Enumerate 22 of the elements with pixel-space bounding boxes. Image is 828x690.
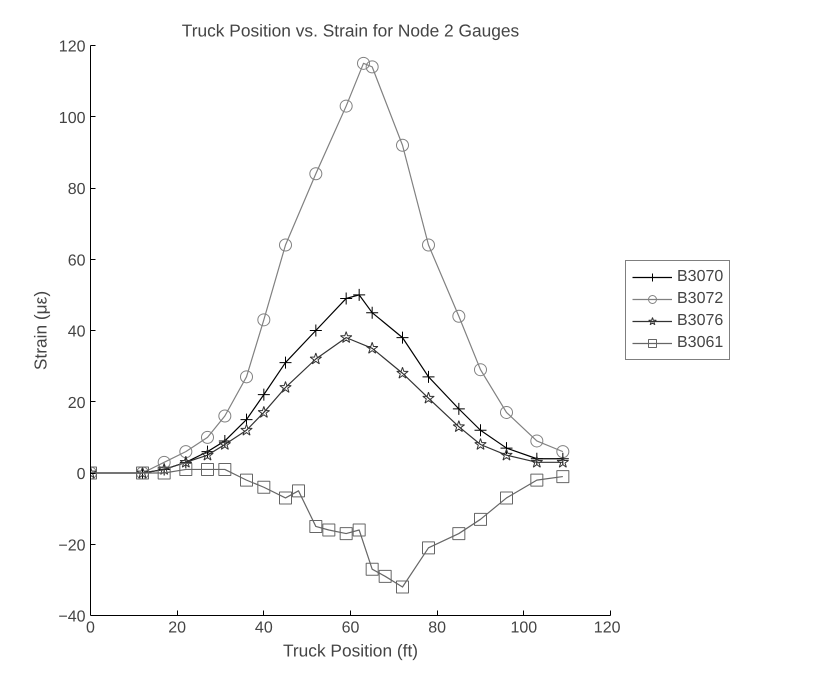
legend-label: B3061: [677, 334, 724, 352]
y-tick-label: 60: [68, 252, 86, 270]
y-tick-label: 120: [58, 38, 86, 56]
x-tick-label: 80: [428, 620, 446, 636]
y-axis-title: Strain (με): [30, 290, 50, 370]
x-tick-label: 20: [168, 620, 186, 636]
y-tick-label: −40: [58, 608, 86, 626]
x-axis-title: Truck Position (ft): [282, 640, 418, 660]
x-tick-label: 40: [254, 620, 273, 636]
y-tick-label: 40: [68, 324, 86, 340]
y-tick-label: 20: [68, 394, 86, 412]
legend-label: B3076: [677, 312, 724, 330]
x-tick-label: 60: [342, 620, 360, 636]
x-tick-label: 120: [594, 620, 621, 636]
y-tick-label: 100: [58, 110, 86, 127]
legend-label: B3072: [677, 290, 724, 308]
x-tick-label: 100: [510, 620, 538, 636]
y-tick-label: 0: [76, 466, 86, 483]
legend-label: B3070: [677, 268, 724, 286]
chart-title: Truck Position vs. Strain for Node 2 Gauges: [182, 20, 520, 40]
y-tick-label: 80: [68, 181, 86, 198]
y-tick-label: −20: [58, 537, 86, 554]
